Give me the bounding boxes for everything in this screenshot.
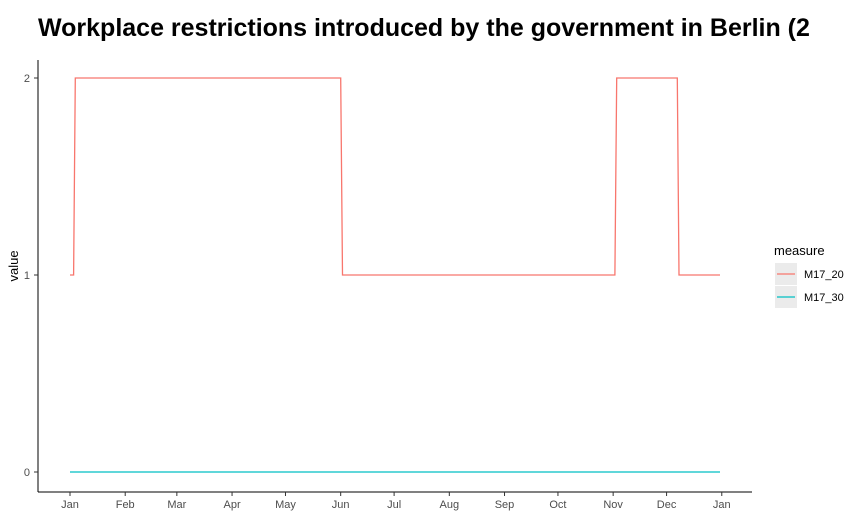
chart-title: Workplace restrictions introduced by the… [38, 14, 810, 42]
x-tick-label: Jul [387, 499, 401, 511]
x-tick-label: Apr [223, 499, 240, 511]
x-tick-label: May [275, 499, 296, 511]
axes: 0 1 2 Jan Feb Mar Apr May Jun Jul Aug Sep Oct Nov Dec J… [6, 60, 752, 511]
x-tick-label: Nov [603, 499, 623, 511]
plot-area [70, 77, 720, 473]
x-tick-label: Jan [61, 499, 79, 511]
x-tick-label: Sep [495, 499, 515, 511]
y-tick-label: 2 [24, 73, 30, 85]
x-tick-label: Feb [116, 499, 135, 511]
series-line-m17-20 [70, 77, 720, 276]
y-tick-label: 1 [24, 270, 30, 282]
x-tick-label: Dec [657, 499, 677, 511]
legend-label: M17_30 [804, 292, 844, 304]
y-axis-title: value [6, 250, 21, 281]
legend-label: M17_20 [804, 269, 844, 281]
y-tick-label: 0 [24, 467, 30, 479]
x-tick-label: Oct [549, 499, 566, 511]
x-tick-label: Mar [167, 499, 186, 511]
legend-title: measure [774, 243, 825, 258]
legend: measure M17_20 M17_30 [774, 243, 844, 308]
x-tick-label: Aug [440, 499, 460, 511]
x-tick-label: Jan [713, 499, 731, 511]
x-tick-label: Jun [332, 499, 350, 511]
